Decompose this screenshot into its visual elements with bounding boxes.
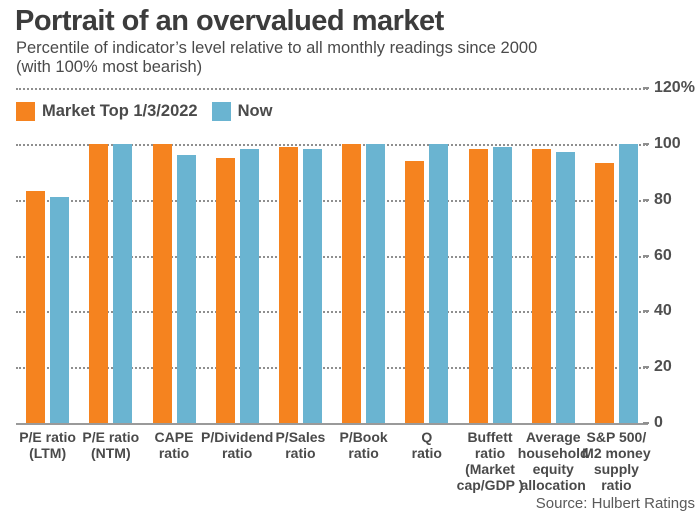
y-axis-label-0: 0: [654, 414, 663, 431]
x-axis-label-4: P/Dividend ratio: [201, 429, 274, 461]
bar-now-6: [366, 143, 386, 423]
bar-now-9: [555, 152, 575, 423]
gridline-20: [16, 367, 648, 370]
y-axis-label-80: 80: [654, 190, 672, 208]
x-axis-label-6: P/Book ratio: [339, 429, 388, 461]
bar-market-top-7: [405, 160, 425, 423]
bar-now-5: [302, 149, 322, 423]
bar-market-top-1: [26, 191, 46, 423]
bar-now-7: [429, 143, 449, 423]
legend-label: Now: [237, 102, 273, 120]
bar-market-top-6: [342, 143, 362, 423]
bar-now-4: [239, 149, 259, 423]
y-tick-0: [643, 422, 649, 424]
source-credit: Source: Hulbert Ratings: [535, 495, 695, 512]
gridline-100: [16, 143, 648, 146]
x-axis-label-7: Q ratio: [411, 429, 442, 461]
bar-now-2: [113, 143, 133, 423]
x-axis-label-5: P/Sales ratio: [275, 429, 326, 461]
legend-swatch-icon: [211, 102, 231, 121]
y-axis-label-60: 60: [654, 246, 672, 264]
gridline-40: [16, 311, 648, 314]
x-axis-label-8: Buffett ratio (Market cap/GDP ): [456, 429, 524, 493]
x-axis-label-10: S&P 500/ M2 money supply ratio: [582, 429, 651, 493]
y-axis-label-40: 40: [654, 302, 672, 320]
x-axis-label-9: Average household equity allocation: [517, 429, 589, 493]
y-axis-label-20: 20: [654, 358, 672, 376]
gridline-80: [16, 199, 648, 202]
x-axis-label-3: CAPE ratio: [154, 429, 194, 461]
chart-title: Portrait of an overvalued market: [15, 5, 444, 37]
bar-market-top-8: [468, 149, 488, 423]
gridline-60: [16, 255, 648, 258]
legend-item-market-top: Market Top 1/3/2022: [16, 102, 198, 121]
legend: Market Top 1/3/2022 Now: [16, 102, 272, 121]
bar-now-3: [176, 155, 196, 423]
x-axis-label-2: P/E ratio (NTM): [82, 429, 140, 461]
bar-market-top-4: [215, 157, 235, 423]
bar-market-top-3: [152, 143, 172, 423]
legend-swatch-icon: [16, 102, 35, 121]
bar-now-1: [50, 196, 70, 423]
bar-market-top-9: [531, 149, 551, 423]
y-axis-label-120: 120%: [654, 79, 695, 96]
bar-market-top-2: [89, 143, 109, 423]
bar-now-8: [492, 146, 512, 423]
bar-market-top-5: [278, 146, 298, 423]
bar-market-top-10: [594, 163, 614, 423]
bar-now-10: [618, 143, 638, 423]
legend-item-now: Now: [211, 102, 273, 121]
legend-label: Market Top 1/3/2022: [42, 102, 198, 120]
plot-area: [16, 88, 648, 425]
gridline-120: [16, 88, 648, 90]
chart-subtitle: Percentile of indicator’s level relative…: [16, 39, 538, 77]
x-axis-label-1: P/E ratio (LTM): [19, 429, 76, 461]
y-axis-label-100: 100: [654, 134, 681, 152]
